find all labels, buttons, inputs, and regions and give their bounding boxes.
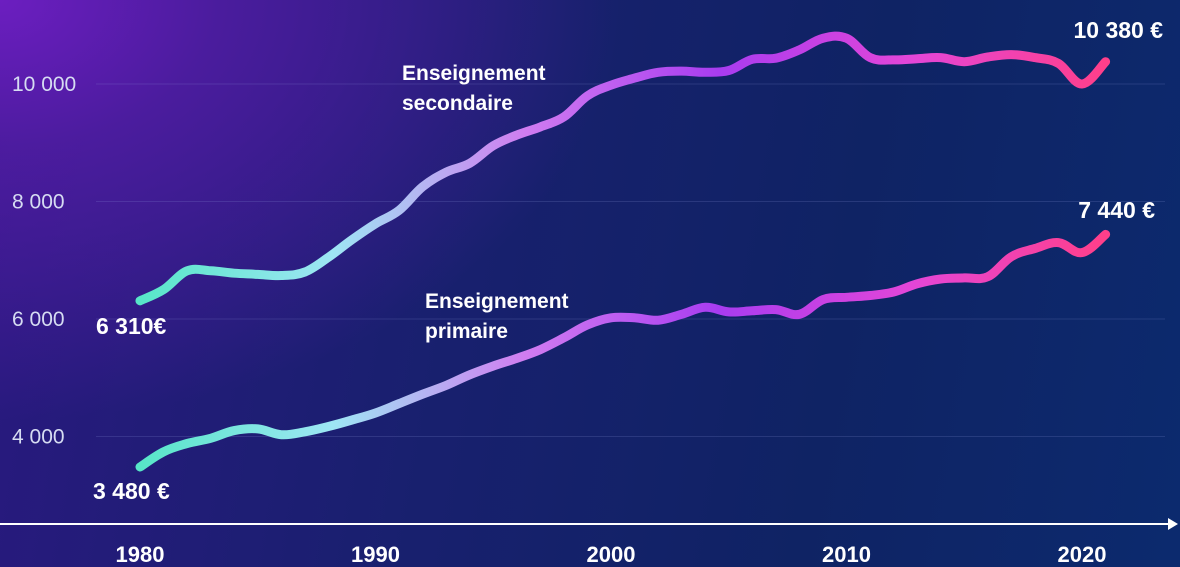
x-axis-arrow-icon <box>1168 518 1178 530</box>
x-tick-label: 2010 <box>822 542 871 567</box>
x-tick-label: 2000 <box>587 542 636 567</box>
end-value-label-secondaire: 10 380 € <box>1073 17 1163 43</box>
y-tick-label: 10 000 <box>12 73 76 96</box>
y-tick-label: 6 000 <box>12 308 65 331</box>
end-value-label-primaire: 7 440 € <box>1078 197 1155 223</box>
series-name-secondaire: secondaire <box>402 92 513 115</box>
y-tick-label: 8 000 <box>12 191 65 214</box>
start-value-label-primaire: 3 480 € <box>93 478 170 504</box>
series-line-secondaire <box>135 31 1111 306</box>
x-tick-label: 1980 <box>116 542 165 567</box>
series-name-primaire: primaire <box>425 320 508 343</box>
start-value-label-secondaire: 6 310€ <box>96 313 167 339</box>
series-name-secondaire: Enseignement <box>402 62 546 85</box>
series-line-primaire <box>135 229 1111 472</box>
series-name-primaire: Enseignement <box>425 290 569 313</box>
x-tick-label: 1990 <box>351 542 400 567</box>
y-tick-label: 4 000 <box>12 426 65 449</box>
x-tick-label: 2020 <box>1058 542 1107 567</box>
